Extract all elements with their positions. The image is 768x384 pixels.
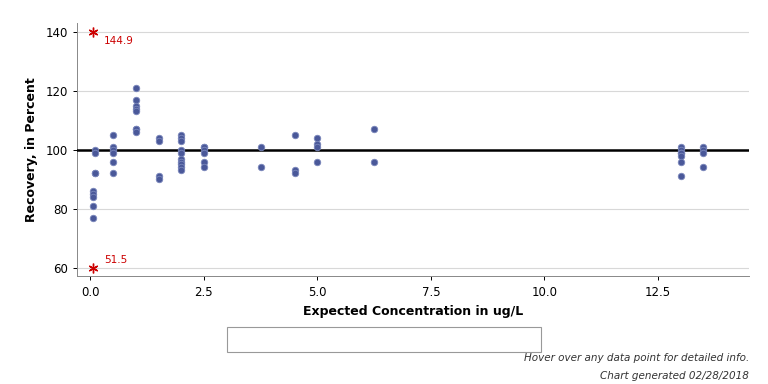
Text: Hover over any data point for detailed info.: Hover over any data point for detailed i…	[524, 353, 749, 363]
Point	[87, 203, 99, 209]
Point	[198, 150, 210, 156]
Point	[87, 191, 99, 197]
Point	[87, 188, 99, 194]
Point	[674, 150, 687, 156]
Point	[107, 170, 119, 176]
Text: Plot Symbols:: Plot Symbols:	[242, 335, 313, 345]
Point	[130, 108, 142, 114]
Point	[674, 159, 687, 165]
Point	[107, 147, 119, 153]
Point	[198, 144, 210, 150]
Point	[311, 144, 323, 150]
Point	[175, 138, 187, 144]
Point	[175, 132, 187, 138]
Point	[175, 161, 187, 167]
Point	[674, 173, 687, 179]
Point	[697, 164, 710, 170]
Point	[130, 126, 142, 132]
Point	[254, 164, 266, 170]
Point	[198, 147, 210, 153]
Point	[289, 167, 301, 174]
Point	[87, 194, 99, 200]
Point	[311, 141, 323, 147]
Point	[175, 167, 187, 174]
Text: 51.5: 51.5	[104, 255, 127, 265]
Point	[674, 152, 687, 159]
Point	[130, 126, 142, 132]
Point	[289, 132, 301, 138]
Text: Chart generated 02/28/2018: Chart generated 02/28/2018	[600, 371, 749, 381]
Point	[289, 170, 301, 176]
Point	[674, 144, 687, 150]
Point	[152, 135, 164, 141]
Text: Percent Recovery: Percent Recovery	[351, 335, 442, 345]
Point	[152, 176, 164, 182]
Point	[89, 150, 101, 156]
Text: 144.9: 144.9	[104, 36, 134, 46]
Point	[152, 138, 164, 144]
Point	[130, 85, 142, 91]
Point	[175, 164, 187, 170]
Point	[175, 150, 187, 156]
Point	[368, 159, 380, 165]
Point	[311, 159, 323, 165]
Point	[107, 132, 119, 138]
X-axis label: Expected Concentration in ug/L: Expected Concentration in ug/L	[303, 305, 523, 318]
Point	[130, 97, 142, 103]
Point	[89, 170, 101, 176]
Point	[368, 126, 380, 132]
Point	[130, 129, 142, 135]
Point	[152, 173, 164, 179]
Point	[89, 147, 101, 153]
Point	[198, 159, 210, 165]
Point	[107, 159, 119, 165]
Point	[89, 170, 101, 176]
Y-axis label: Recovery, in Percent: Recovery, in Percent	[25, 78, 38, 222]
Point	[697, 150, 710, 156]
Point	[175, 135, 187, 141]
Point	[107, 144, 119, 150]
Point	[198, 164, 210, 170]
Point	[254, 144, 266, 150]
Point	[175, 147, 187, 153]
Point	[674, 150, 687, 156]
Point	[311, 135, 323, 141]
Point	[175, 159, 187, 165]
Point	[107, 150, 119, 156]
Point	[87, 215, 99, 221]
Text: Off-scale Y-Axis: Off-scale Y-Axis	[455, 335, 534, 345]
Point	[130, 106, 142, 112]
Point	[175, 156, 187, 162]
Point	[674, 147, 687, 153]
Point	[697, 144, 710, 150]
Point	[130, 103, 142, 109]
Point	[198, 144, 210, 150]
Point	[697, 147, 710, 153]
